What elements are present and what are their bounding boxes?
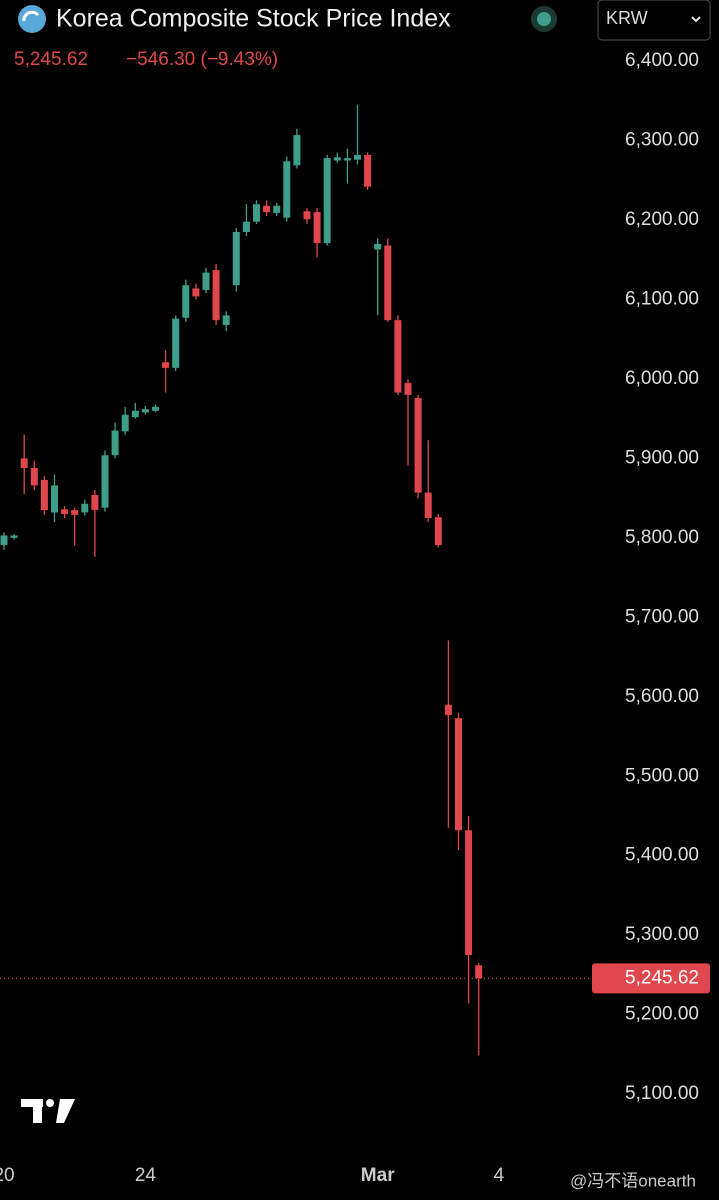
- candle-body: [51, 485, 58, 513]
- currency[interactable]: KRW: [606, 8, 648, 28]
- candle-body: [61, 509, 69, 515]
- chart-title: Korea Composite Stock Price Index: [56, 5, 451, 33]
- y-tick-label: 6,100.00: [625, 289, 699, 310]
- y-tick-label: 6,400.00: [625, 50, 699, 71]
- y-tick-label: 6,200.00: [625, 209, 699, 230]
- y-tick-label: 5,300.00: [625, 924, 699, 945]
- x-tick-label: 24: [135, 1165, 157, 1186]
- candle-body: [424, 492, 432, 519]
- y-tick-label: 5,600.00: [625, 686, 699, 707]
- last-value: 5,245.62: [14, 49, 88, 70]
- candle-body: [20, 458, 28, 468]
- candle-body: [283, 161, 291, 218]
- y-tick-label: 6,000.00: [625, 368, 699, 389]
- y-tick-label: 5,500.00: [625, 765, 699, 786]
- candle-body: [364, 154, 372, 187]
- candle-body: [192, 288, 200, 297]
- candle-body: [313, 212, 321, 244]
- candle-body: [475, 965, 483, 979]
- y-tick-label: 5,100.00: [625, 1083, 699, 1104]
- last-value-tag-label: 5,245.62: [625, 967, 699, 988]
- candle-body: [232, 232, 240, 286]
- candle-body: [404, 382, 412, 395]
- candle-body: [111, 430, 119, 456]
- candle-body: [212, 270, 220, 321]
- candle-body: [253, 204, 260, 222]
- candle-body: [465, 830, 473, 956]
- candle-body: [333, 157, 341, 161]
- change: −546.30 (−9.43%): [126, 49, 278, 70]
- candle-body: [273, 205, 281, 213]
- candle-body: [10, 535, 18, 538]
- candle-body: [455, 718, 462, 831]
- candle-body: [141, 409, 149, 413]
- currency-button[interactable]: [597, 0, 711, 41]
- candle-body: [263, 205, 271, 213]
- x-tick-label: Mar: [361, 1165, 395, 1186]
- y-tick-label: 5,800.00: [625, 527, 699, 548]
- candle-body: [121, 414, 129, 432]
- status-dot: [537, 12, 551, 26]
- symbol-icon: [18, 5, 46, 33]
- x-tick-label: 4: [494, 1165, 505, 1186]
- candle-body: [374, 243, 382, 250]
- candle-body: [40, 479, 48, 511]
- candle-body: [434, 517, 442, 546]
- candle-body: [81, 503, 89, 513]
- candle-body: [444, 704, 452, 716]
- candle-body: [131, 410, 139, 418]
- candle-body: [202, 272, 210, 290]
- last-value-tag: [592, 963, 710, 994]
- y-tick-label: 5,200.00: [625, 1004, 699, 1025]
- dropdown-arrow: [691, 16, 701, 23]
- y-tick-label: 5,900.00: [625, 447, 699, 468]
- watermark: @冯不语onearth: [570, 1171, 696, 1190]
- candle-body: [414, 398, 422, 493]
- candle-body: [91, 494, 99, 511]
- candle-body: [303, 211, 311, 220]
- candle-body: [343, 158, 351, 161]
- candle-body: [101, 455, 109, 508]
- symbol-icon-mark: [22, 10, 40, 22]
- candle-body: [242, 221, 250, 232]
- y-tick-label: 6,300.00: [625, 130, 699, 151]
- candle-body: [384, 245, 392, 321]
- candle-body: [182, 285, 190, 318]
- candle-body: [30, 467, 38, 486]
- y-tick-label: 5,400.00: [625, 845, 699, 866]
- candle-body: [0, 535, 8, 546]
- x-tick-label: 20: [0, 1165, 15, 1186]
- candle-body: [354, 154, 361, 160]
- candle-body: [152, 406, 159, 411]
- candle-body: [394, 320, 402, 393]
- logo: [21, 1099, 75, 1123]
- candle-body: [323, 158, 331, 244]
- y-tick-label: 5,700.00: [625, 606, 699, 627]
- candle-body: [222, 315, 230, 325]
- candle-body: [293, 135, 301, 166]
- candle-body: [162, 362, 170, 368]
- candle-body: [71, 510, 79, 515]
- candle-body: [172, 318, 180, 368]
